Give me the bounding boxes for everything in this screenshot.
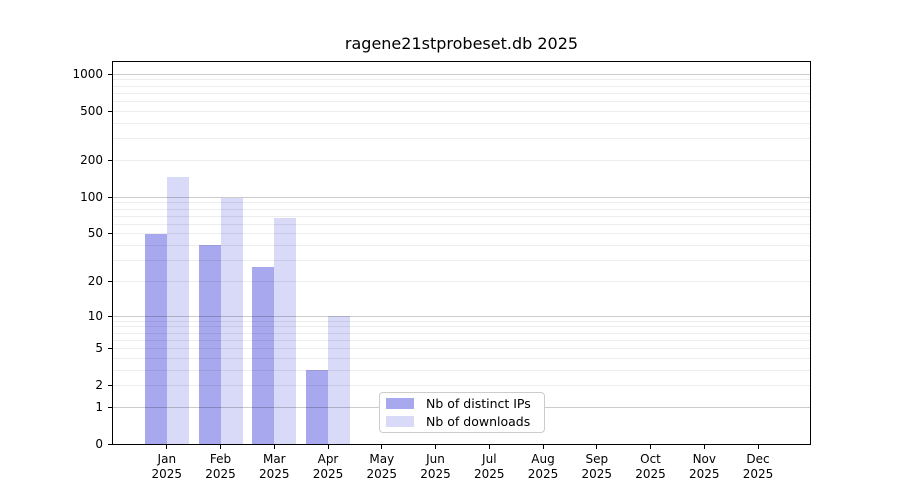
y-tick-label-0: 0 — [95, 437, 103, 451]
x-tick-mar — [273, 445, 275, 449]
gridline-minor-700 — [113, 92, 810, 94]
x-tick-label-feb: Feb 2025 — [205, 452, 236, 481]
gridline-minor-2 — [113, 385, 810, 387]
x-tick-feb — [220, 445, 221, 449]
x-tick-label-jan: Jan 2025 — [151, 452, 183, 481]
x-tick-label-may: May 2025 — [366, 452, 398, 481]
gridline-minor-30 — [113, 259, 810, 261]
legend-label-downloads: Nb of downloads — [426, 414, 531, 429]
legend-swatch-distinct-ips — [386, 398, 414, 409]
x-tick-sep — [596, 445, 598, 449]
gridline-major-1000 — [113, 73, 810, 75]
gridline-minor-4 — [113, 357, 810, 359]
y-tick-label-500: 500 — [80, 103, 103, 118]
x-tick-label-aug: Aug 2025 — [527, 452, 559, 481]
gridline-minor-40 — [113, 245, 810, 246]
y-tick-label-20: 20 — [87, 273, 103, 288]
x-tick-oct — [650, 445, 651, 449]
y-tick-label-200: 200 — [80, 152, 103, 167]
bar-downloads-feb — [220, 198, 243, 444]
legend: Nb of distinct IPs Nb of downloads — [379, 392, 545, 433]
x-tick-label-jul: Jul 2025 — [474, 452, 505, 481]
gridline-minor-200 — [113, 159, 810, 161]
y-tick-label-1000: 1000 — [72, 66, 103, 81]
gridline-minor-80 — [113, 208, 810, 210]
x-tick-apr — [327, 445, 329, 449]
bar-ips-apr — [306, 369, 328, 444]
gridline-minor-800 — [113, 85, 810, 87]
gridline-minor-6 — [113, 339, 810, 341]
x-tick-label-nov: Nov 2025 — [689, 452, 720, 481]
x-tick-label-mar: Mar 2025 — [259, 452, 290, 481]
gridline-minor-8 — [113, 326, 810, 328]
gridline-minor-70 — [113, 215, 810, 217]
y-tick-label-1: 1 — [95, 399, 103, 414]
gridline-minor-5 — [113, 348, 810, 349]
y-tick-label-2: 2 — [95, 378, 103, 393]
y-tick-label-100: 100 — [80, 189, 103, 204]
x-tick-aug — [542, 445, 544, 449]
gridline-minor-600 — [113, 101, 810, 102]
y-tick-label-50: 50 — [87, 226, 103, 241]
legend-item-downloads: Nb of downloads — [386, 415, 538, 428]
gridline-minor-60 — [113, 223, 810, 225]
chart-title: ragene21stprobeset.db 2025 — [344, 34, 579, 53]
x-tick-label-apr: Apr 2025 — [312, 452, 344, 481]
gridline-minor-50 — [113, 233, 810, 235]
legend-label-distinct-ips: Nb of distinct IPs — [426, 396, 531, 411]
gridline-minor-900 — [113, 79, 810, 81]
y-tick-label-5: 5 — [95, 341, 103, 355]
gridline-minor-20 — [113, 280, 810, 282]
gridline-minor-500 — [113, 110, 810, 112]
x-tick-label-sep: Sep 2025 — [581, 452, 613, 481]
bar-downloads-jan — [166, 176, 189, 444]
bar-downloads-apr — [328, 315, 350, 444]
x-tick-label-oct: Oct 2025 — [635, 452, 666, 481]
bar-downloads-mar — [274, 217, 297, 444]
bar-ips-feb — [198, 245, 221, 444]
bar-ips-jan — [144, 234, 167, 444]
x-tick-jan — [166, 445, 168, 449]
x-tick-jul — [488, 445, 490, 449]
gridline-minor-90 — [113, 202, 810, 204]
bar-ips-mar — [252, 267, 275, 444]
x-tick-label-dec: Dec 2025 — [742, 452, 774, 481]
x-tick-dec — [757, 445, 759, 449]
x-tick-jun — [435, 445, 436, 449]
y-tick-label-10: 10 — [87, 308, 103, 323]
gridline-minor-300 — [113, 138, 810, 140]
gridline-minor-3 — [113, 369, 810, 371]
legend-swatch-downloads — [386, 416, 414, 427]
legend-item-distinct-ips: Nb of distinct IPs — [386, 397, 538, 410]
gridline-minor-400 — [113, 122, 810, 124]
x-tick-label-jun: Jun 2025 — [420, 452, 451, 481]
plot-area — [112, 61, 811, 445]
gridline-minor-7 — [113, 332, 810, 334]
gridline-major-10 — [113, 315, 810, 317]
gridline-major-100 — [113, 196, 810, 198]
gridline-minor-9 — [113, 320, 810, 322]
x-tick-may — [381, 445, 383, 449]
x-tick-nov — [703, 445, 705, 449]
